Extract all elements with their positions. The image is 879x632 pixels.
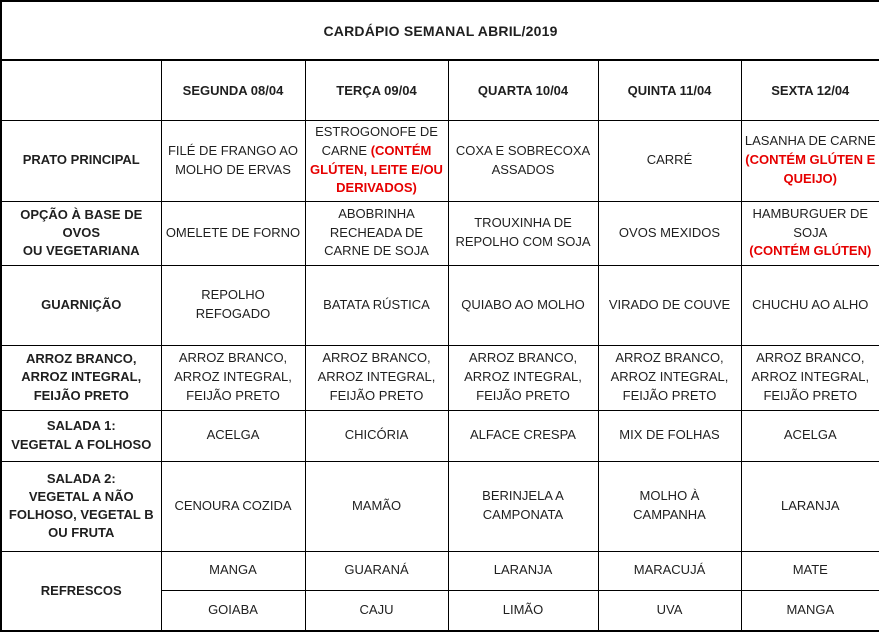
row-guarnicao: GUARNIÇÃO REPOLHO REFOGADO BATATA RÚSTIC…	[0, 264, 879, 346]
dish-text: ARROZ BRANCO, ARROZ INTEGRAL, FEIJÃO PRE…	[464, 350, 582, 403]
menu-cell: BATATA RÚSTICA	[304, 264, 449, 346]
day-header-terca: TERÇA 09/04	[304, 59, 449, 121]
dish-text: FILÉ DE FRANGO AO MOLHO DE ERVAS	[167, 142, 299, 177]
row-salada-2: SALADA 2: VEGETAL A NÃO FOLHOSO, VEGETAL…	[0, 460, 879, 552]
row-label-refrescos: REFRESCOS	[0, 550, 162, 632]
menu-cell: ARROZ BRANCO, ARROZ INTEGRAL, FEIJÃO PRE…	[740, 344, 879, 411]
menu-cell: ACELGA	[160, 409, 306, 462]
allergen-note: (CONTÉM GLÚTEN E QUEIJO)	[745, 152, 876, 186]
dish-text: ESTROGONOFE DE CARNE	[315, 123, 438, 158]
dish-text: ACELGA	[206, 427, 260, 443]
menu-cell: BERINJELA A CAMPONATA	[447, 460, 599, 552]
menu-cell: REPOLHO REFOGADO	[160, 264, 306, 346]
day-header-sexta: SEXTA 12/04	[740, 59, 879, 121]
dish-text: OVOS MEXIDOS	[618, 224, 721, 240]
menu-cell: LARANJA	[447, 550, 599, 591]
row-salada-1: SALADA 1: VEGETAL A FOLHOSO ACELGA CHICÓ…	[0, 409, 879, 462]
menu-cell: FILÉ DE FRANGO AO MOLHO DE ERVAS	[160, 119, 306, 202]
menu-cell: MARACUJÁ	[597, 550, 742, 591]
dish-text: CENOURA COZIDA	[174, 497, 292, 513]
menu-cell: MOLHO À CAMPANHA	[597, 460, 742, 552]
dish-text: MIX DE FOLHAS	[619, 427, 720, 443]
dish-text: ARROZ BRANCO, ARROZ INTEGRAL, FEIJÃO PRE…	[751, 350, 870, 403]
dish-text: TROUXINHA DE REPOLHO COM SOJA	[455, 215, 591, 249]
dish-text: ACELGA	[783, 427, 837, 443]
menu-cell: MANGA	[160, 550, 306, 591]
menu-cell: ALFACE CRESPA	[447, 409, 599, 462]
menu-cell: GUARANÁ	[304, 550, 449, 591]
dish-text: BERINJELA A CAMPONATA	[482, 488, 564, 522]
dish-text: ARROZ BRANCO, ARROZ INTEGRAL, FEIJÃO PRE…	[317, 350, 436, 403]
day-header-quinta: QUINTA 11/04	[597, 59, 742, 121]
dish-text: ARROZ BRANCO, ARROZ INTEGRAL, FEIJÃO PRE…	[174, 350, 292, 403]
menu-cell: ESTROGONOFE DE CARNE (CONTÉM GLÚTEN, LEI…	[304, 119, 449, 202]
menu-cell: ACELGA	[740, 409, 879, 462]
row-label-opcao-ovos-vegetariana: OPÇÃO À BASE DE OVOS OU VEGETARIANA	[0, 200, 162, 266]
menu-cell: TROUXINHA DE REPOLHO COM SOJA	[447, 200, 599, 266]
menu-cell: MANGA	[740, 589, 879, 632]
header-empty-cell	[0, 59, 162, 121]
allergen-note: (CONTÉM GLÚTEN)	[749, 243, 872, 259]
menu-cell: VIRADO DE COUVE	[597, 264, 742, 346]
menu-cell: CHUCHU AO ALHO	[740, 264, 879, 346]
allergen-note: (CONTÉM GLÚTEN, LEITE E/OU DERIVADOS)	[310, 142, 443, 196]
dish-text: BATATA RÚSTICA	[323, 296, 430, 312]
menu-cell: CENOURA COZIDA	[160, 460, 306, 552]
menu-cell: ARROZ BRANCO, ARROZ INTEGRAL, FEIJÃO PRE…	[304, 344, 449, 411]
menu-cell: CAJU	[304, 589, 449, 632]
menu-cell: MATE	[740, 550, 879, 591]
dish-text: ABOBRINHA RECHEADA DE CARNE DE SOJA	[324, 205, 429, 259]
menu-title: CARDÁPIO SEMANAL ABRIL/2019	[0, 0, 879, 61]
dish-text: CARRÉ	[646, 152, 693, 168]
dish-text: COXA E SOBRECOXA ASSADOS	[455, 142, 591, 177]
row-label-salada-2: SALADA 2: VEGETAL A NÃO FOLHOSO, VEGETAL…	[0, 460, 162, 552]
day-header-quarta: QUARTA 10/04	[447, 59, 599, 121]
dish-text: HAMBURGUER DE SOJA	[752, 205, 869, 240]
menu-cell: CHICÓRIA	[304, 409, 449, 462]
dish-text: QUIABO AO MOLHO	[461, 296, 585, 312]
row-prato-principal: PRATO PRINCIPAL FILÉ DE FRANGO AO MOLHO …	[0, 119, 879, 202]
row-label-prato-principal: PRATO PRINCIPAL	[0, 119, 162, 202]
dish-text: CHICÓRIA	[344, 427, 409, 443]
dish-text: LASANHA DE CARNE	[744, 133, 876, 149]
dish-text: MOLHO À CAMPANHA	[633, 488, 706, 522]
menu-cell: OMELETE DE FORNO	[160, 200, 306, 266]
menu-cell: LASANHA DE CARNE (CONTÉM GLÚTEN E QUEIJO…	[740, 119, 879, 202]
menu-cell: ARROZ BRANCO, ARROZ INTEGRAL, FEIJÃO PRE…	[447, 344, 599, 411]
row-arroz-feijao: ARROZ BRANCO, ARROZ INTEGRAL, FEIJÃO PRE…	[0, 344, 879, 411]
menu-cell: LIMÃO	[447, 589, 599, 632]
dish-text: VIRADO DE COUVE	[608, 296, 731, 312]
row-opcao-ovos-vegetariana: OPÇÃO À BASE DE OVOS OU VEGETARIANA OMEL…	[0, 200, 879, 266]
dish-text: ALFACE CRESPA	[470, 427, 576, 443]
day-header-segunda: SEGUNDA 08/04	[160, 59, 306, 121]
menu-cell: OVOS MEXIDOS	[597, 200, 742, 266]
menu-cell: LARANJA	[740, 460, 879, 552]
menu-cell: MIX DE FOLHAS	[597, 409, 742, 462]
row-refrescos-2: GOIABA CAJU LIMÃO UVA MANGA	[1, 589, 879, 632]
menu-cell: QUIABO AO MOLHO	[447, 264, 599, 346]
menu-cell: UVA	[597, 589, 742, 632]
dish-text: REPOLHO REFOGADO	[195, 287, 271, 321]
menu-cell: GOIABA	[160, 589, 306, 632]
menu-cell: ARROZ BRANCO, ARROZ INTEGRAL, FEIJÃO PRE…	[160, 344, 306, 411]
dish-text: CHUCHU AO ALHO	[752, 296, 869, 312]
row-label-salada-1: SALADA 1: VEGETAL A FOLHOSO	[0, 409, 162, 462]
menu-cell: CARRÉ	[597, 119, 742, 202]
menu-cell: HAMBURGUER DE SOJA (CONTÉM GLÚTEN)	[740, 200, 879, 266]
menu-cell: ARROZ BRANCO, ARROZ INTEGRAL, FEIJÃO PRE…	[597, 344, 742, 411]
row-label-guarnicao: GUARNIÇÃO	[0, 264, 162, 346]
menu-cell: COXA E SOBRECOXA ASSADOS	[447, 119, 599, 202]
row-refrescos-1: REFRESCOS MANGA GUARANÁ LARANJA MARACUJÁ…	[0, 550, 879, 632]
menu-cell: ABOBRINHA RECHEADA DE CARNE DE SOJA	[304, 200, 449, 266]
row-label-arroz-feijao: ARROZ BRANCO, ARROZ INTEGRAL, FEIJÃO PRE…	[0, 344, 162, 411]
dish-text: ARROZ BRANCO, ARROZ INTEGRAL, FEIJÃO PRE…	[610, 350, 729, 403]
dish-text: LARANJA	[781, 497, 840, 513]
dish-text: OMELETE DE FORNO	[165, 224, 301, 240]
dish-text: MAMÃO	[351, 497, 402, 513]
menu-cell: MAMÃO	[304, 460, 449, 552]
